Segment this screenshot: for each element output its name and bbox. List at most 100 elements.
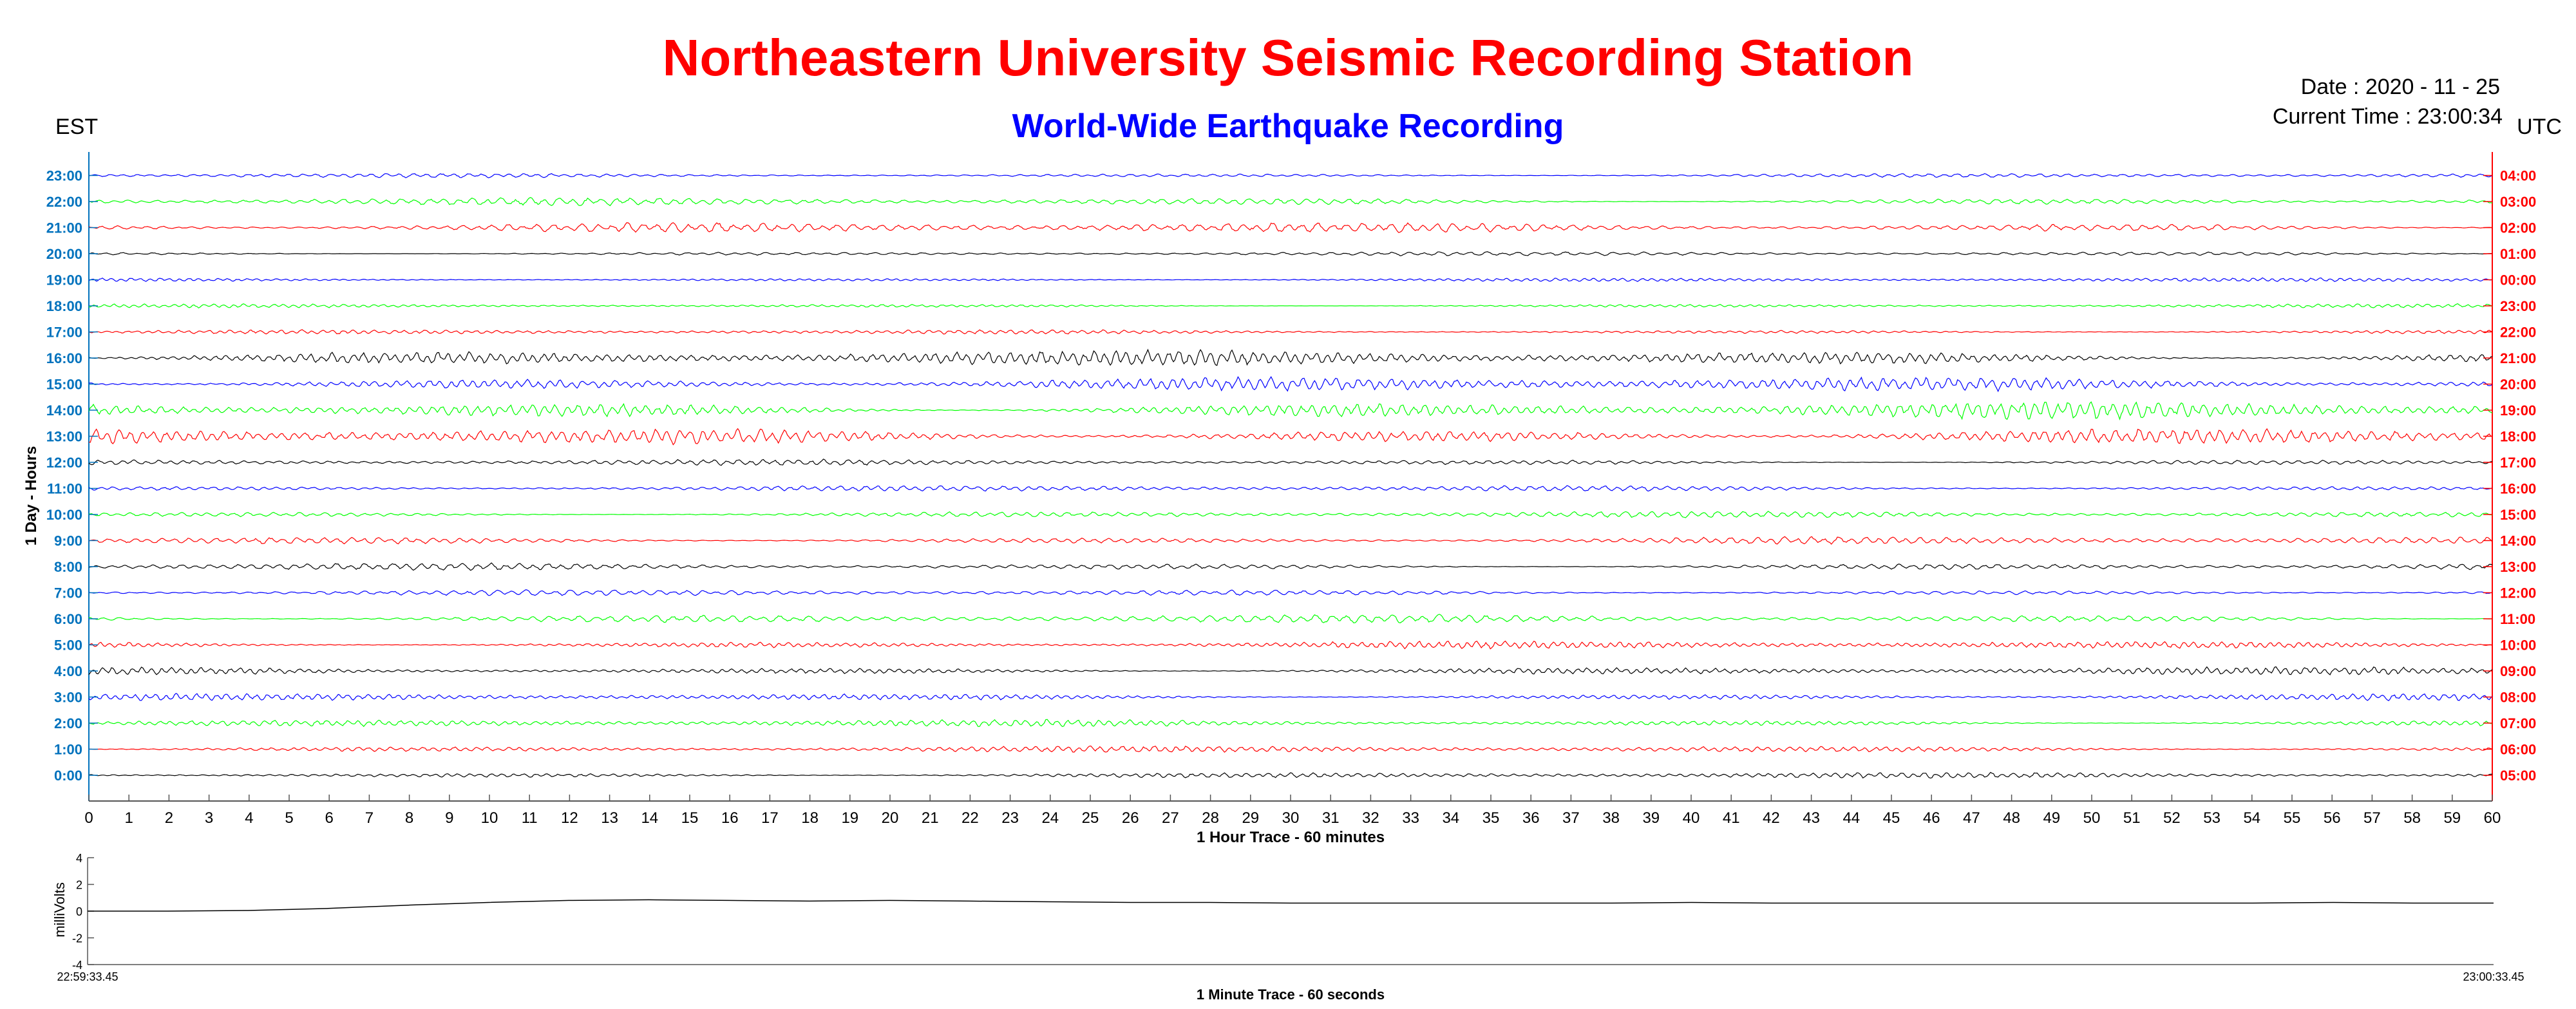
utc-hour-label: 13:00	[2500, 559, 2536, 575]
minute-tick-label: 3	[205, 809, 213, 827]
est-hour-label: 9:00	[54, 533, 82, 549]
minute-tick-label: 36	[1522, 809, 1540, 827]
est-hour-label: 21:00	[46, 220, 82, 236]
est-hour-label: 16:00	[46, 350, 82, 366]
hour-trace	[88, 589, 2493, 596]
utc-hour-label: 23:00	[2500, 298, 2536, 314]
minute-tick-labels: 0 1 2 3 4 5 6 7 8 9 10 11 12 13 14 15 16 17 18 19 20 21 22 23 24…	[84, 795, 2501, 827]
minute-tick-label: 56	[2324, 809, 2341, 827]
minute-tick-label: 27	[1162, 809, 1179, 827]
utc-axis-label: UTC	[2517, 115, 2562, 139]
est-hour-label: 4:00	[54, 663, 82, 679]
minute-tick-label: 57	[2363, 809, 2381, 827]
minute-tick-label: 29	[1242, 809, 1259, 827]
utc-hour-label: 05:00	[2500, 768, 2536, 784]
est-hour-label: 7:00	[54, 585, 82, 601]
minute-trace-y-tick-label: 4	[76, 852, 82, 865]
est-hour-label: 17:00	[46, 325, 82, 341]
helicorder-traces	[88, 173, 2493, 779]
utc-hour-label: 20:00	[2500, 377, 2536, 393]
hour-trace	[88, 251, 2493, 256]
minute-tick-label: 10	[481, 809, 498, 827]
minute-tick-label: 16	[721, 809, 739, 827]
date-readout: Date : 2020 - 11 - 25	[2300, 75, 2500, 99]
minute-tick-label: 51	[2123, 809, 2141, 827]
est-hour-label: 0:00	[54, 768, 82, 784]
est-hour-labels: 0:00 1:00 2:00 3:00 4:00 5:00 6:00 7:00 8:00 9:00…	[46, 168, 98, 784]
minute-tick-label: 37	[1562, 809, 1580, 827]
minute-tick-label: 60	[2484, 809, 2501, 827]
minute-trace-y-tick-label: 2	[76, 879, 82, 892]
utc-hour-label: 06:00	[2500, 742, 2536, 758]
minute-tick-label: 0	[84, 809, 93, 827]
minute-tick-label: 30	[1282, 809, 1300, 827]
minute-tick-label: 1	[125, 809, 133, 827]
utc-hour-label: 08:00	[2500, 690, 2536, 706]
minute-tick-label: 52	[2163, 809, 2181, 827]
utc-hour-label: 17:00	[2500, 455, 2536, 471]
minute-tick-label: 19	[841, 809, 858, 827]
utc-hour-label: 12:00	[2500, 585, 2536, 601]
minute-tick-label: 5	[285, 809, 293, 827]
minute-tick-label: 40	[1683, 809, 1700, 827]
utc-hour-label: 11:00	[2500, 611, 2535, 627]
hour-trace	[88, 614, 2492, 624]
utc-hour-label: 14:00	[2500, 533, 2536, 549]
minute-trace-y-tick-label: -2	[72, 932, 82, 945]
minute-tick-label: 54	[2243, 809, 2260, 827]
helicorder-y-axis-label: 1 Day - Hours	[23, 446, 40, 546]
minute-tick-label: 23	[1001, 809, 1019, 827]
utc-hour-label: 01:00	[2500, 246, 2536, 262]
est-hour-label: 22:00	[46, 194, 82, 210]
page-title: Northeastern University Seismic Recordin…	[662, 29, 1914, 86]
est-hour-label: 2:00	[54, 715, 82, 731]
minute-tick-label: 32	[1362, 809, 1379, 827]
utc-hour-label: 22:00	[2500, 325, 2536, 341]
est-hour-label: 6:00	[54, 611, 82, 627]
minute-tick-label: 43	[1803, 809, 1820, 827]
est-hour-label: 23:00	[46, 168, 82, 184]
hour-trace	[88, 640, 2493, 650]
minute-tick-label: 14	[641, 809, 658, 827]
utc-hour-label: 16:00	[2500, 481, 2536, 497]
utc-hour-label: 03:00	[2500, 194, 2536, 210]
hour-trace	[88, 303, 2493, 309]
hour-trace	[88, 428, 2493, 446]
utc-hour-label: 18:00	[2500, 429, 2536, 445]
utc-hour-label: 02:00	[2500, 220, 2536, 236]
minute-tick-label: 48	[2003, 809, 2020, 827]
minute-trace-y-tick-label: -4	[72, 959, 82, 972]
minute-tick-label: 18	[801, 809, 819, 827]
minute-tick-label: 34	[1442, 809, 1459, 827]
hour-trace	[88, 719, 2493, 728]
minute-tick-label: 7	[365, 809, 374, 827]
utc-hour-label: 10:00	[2500, 637, 2536, 654]
minute-trace-end-time: 23:00:33.45	[2463, 970, 2524, 983]
hour-trace	[88, 485, 2493, 492]
minute-tick-label: 39	[1642, 809, 1660, 827]
minute-tick-label: 13	[601, 809, 618, 827]
minute-tick-label: 31	[1322, 809, 1340, 827]
minute-tick-label: 42	[1763, 809, 1780, 827]
utc-hour-label: 21:00	[2500, 350, 2536, 366]
minute-tick-label: 58	[2403, 809, 2421, 827]
est-hour-label: 13:00	[46, 429, 82, 445]
utc-hour-label: 04:00	[2500, 168, 2536, 184]
est-hour-label: 8:00	[54, 559, 82, 575]
minute-tick-label: 12	[561, 809, 578, 827]
utc-hour-labels: 05:00 06:00 07:00 08:00 09:00 10:00 11:00 12:00…	[2483, 168, 2536, 784]
est-hour-label: 14:00	[46, 402, 82, 419]
minute-tick-label: 47	[1963, 809, 1980, 827]
minute-tick-label: 49	[2043, 809, 2060, 827]
hour-trace	[88, 329, 2493, 335]
minute-trace-frame	[87, 858, 2494, 965]
minute-tick-label: 33	[1402, 809, 1419, 827]
minute-trace-line	[88, 899, 2494, 912]
minute-tick-label: 59	[2443, 809, 2461, 827]
minute-tick-label: 4	[245, 809, 253, 827]
est-hour-label: 15:00	[46, 377, 82, 393]
minute-tick-label: 6	[325, 809, 334, 827]
hour-trace	[88, 562, 2493, 571]
helicorder-frame	[88, 152, 2493, 802]
